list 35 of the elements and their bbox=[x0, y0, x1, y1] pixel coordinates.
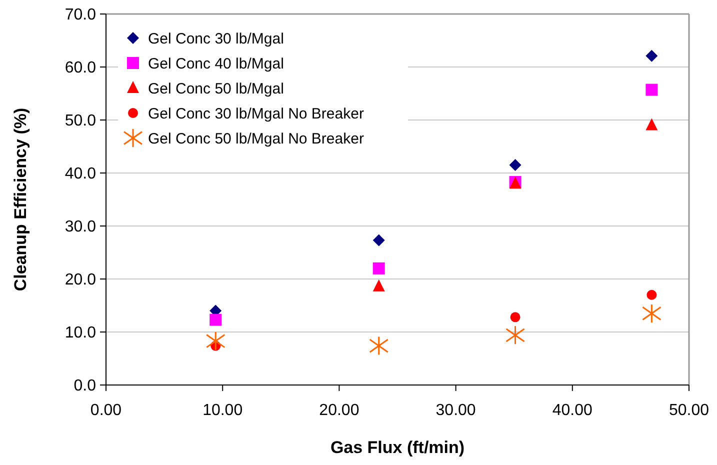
x-tick-label: 40.00 bbox=[552, 402, 593, 419]
point bbox=[646, 290, 657, 300]
point bbox=[372, 262, 385, 274]
point bbox=[646, 118, 658, 130]
point bbox=[372, 279, 385, 292]
legend-label: Gel Conc 50 lb/Mgal bbox=[148, 80, 284, 98]
point bbox=[372, 234, 385, 246]
point bbox=[642, 304, 662, 324]
point bbox=[646, 84, 658, 96]
y-tick-label: 10.0 bbox=[64, 324, 96, 342]
legend-label: Gel Conc 30 lb/Mgal No Breaker bbox=[148, 105, 364, 122]
legend-label: Gel Conc 30 lb/Mgal bbox=[148, 30, 284, 48]
point bbox=[506, 325, 526, 345]
y-tick-label: 70.0 bbox=[64, 6, 96, 24]
x-tick-label: 20.00 bbox=[319, 402, 360, 419]
y-tick-label: 40.0 bbox=[64, 166, 96, 183]
y-tick-label: 60.0 bbox=[64, 60, 96, 77]
y-tick-label: 20.0 bbox=[64, 272, 96, 289]
x-tick-label: 0.00 bbox=[90, 402, 122, 419]
y-axis-title: Cleanup Efficiency (%) bbox=[11, 108, 30, 292]
point bbox=[206, 331, 226, 351]
y-tick-label: 30.0 bbox=[64, 218, 96, 236]
x-tick-label: 10.00 bbox=[202, 402, 243, 419]
point bbox=[369, 336, 389, 356]
legend-label: Gel Conc 40 lb/Mgal bbox=[148, 55, 284, 72]
y-tick-label: 50.0 bbox=[64, 112, 96, 130]
y-tick-label: 0.0 bbox=[74, 378, 96, 395]
legend-label: Gel Conc 50 lb/Mgal No Breaker bbox=[148, 130, 364, 148]
x-axis-title: Gas Flux (ft/min) bbox=[330, 438, 465, 457]
point bbox=[509, 159, 522, 172]
point bbox=[510, 312, 520, 322]
x-tick-label: 50.00 bbox=[668, 402, 710, 419]
x-tick-label: 30.00 bbox=[436, 402, 476, 419]
point bbox=[646, 50, 658, 62]
point bbox=[210, 314, 222, 326]
